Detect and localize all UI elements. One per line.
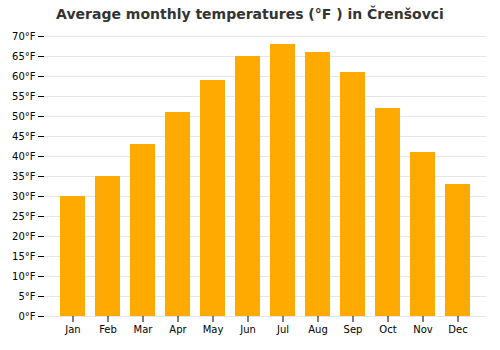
svg-text:0°F: 0°F <box>18 311 35 322</box>
svg-text:Sep: Sep <box>344 324 363 335</box>
svg-text:Jul: Jul <box>276 324 289 335</box>
svg-text:5°F: 5°F <box>18 291 35 302</box>
svg-text:Feb: Feb <box>99 324 117 335</box>
svg-text:Jan: Jan <box>64 324 80 335</box>
svg-text:25°F: 25°F <box>12 211 36 222</box>
html-text:Average monthly temperatures (: Average monthly temperatures (°F ) in Čr… <box>56 6 444 22</box>
svg-text:Jun: Jun <box>239 324 256 335</box>
svg-text:50°F: 50°F <box>12 111 36 122</box>
svg-text:Apr: Apr <box>169 324 187 335</box>
svg-text:70°F: 70°F <box>12 31 36 42</box>
svg-text:Aug: Aug <box>308 324 328 335</box>
svg-text:Oct: Oct <box>379 324 396 335</box>
svg-text:10°F: 10°F <box>12 271 36 282</box>
svg-text:65°F: 65°F <box>12 51 36 62</box>
svg-text:Mar: Mar <box>134 324 154 335</box>
svg-text:60°F: 60°F <box>12 71 36 82</box>
svg-text:May: May <box>203 324 224 335</box>
svg-text:Nov: Nov <box>413 324 433 335</box>
svg-text:55°F: 55°F <box>12 91 36 102</box>
svg-text:20°F: 20°F <box>12 231 36 242</box>
svg-text:40°F: 40°F <box>12 151 36 162</box>
svg-text:45°F: 45°F <box>12 131 36 142</box>
svg-text:Dec: Dec <box>448 324 467 335</box>
svg-text:35°F: 35°F <box>12 171 36 182</box>
svg-text:15°F: 15°F <box>12 251 36 262</box>
svg-text:30°F: 30°F <box>12 191 36 202</box>
